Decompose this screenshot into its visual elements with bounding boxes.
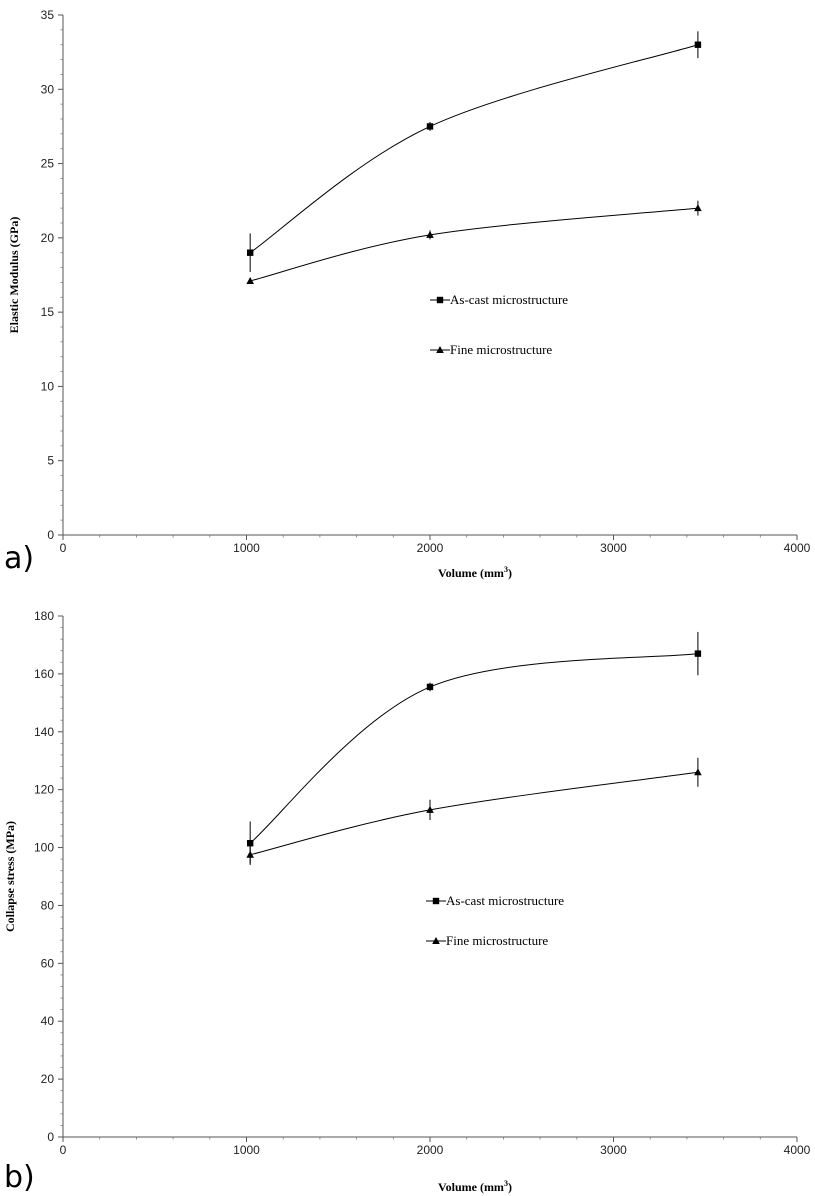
y-tick-label: 15 [41,305,55,319]
x-axis-title-close: ) [508,1180,512,1194]
x-tick-label: 2000 [417,1143,444,1157]
series-line [249,653,698,844]
y-tick-label: 140 [34,725,54,739]
y-tick-label: 160 [34,667,54,681]
x-axis-title-close: ) [508,566,512,580]
x-tick-label: 0 [60,541,67,555]
x-axis-title-main: Volume (mm [438,566,504,580]
y-tick-label: 120 [34,783,54,797]
y-tick-label: 0 [47,1130,54,1144]
series-fine: Fine microstructure [246,200,702,357]
data-point [694,41,702,48]
y-tick-label: 25 [41,157,55,171]
x-axis-title: Volume (mm3) [438,1179,512,1194]
y-tick-label: 30 [41,82,55,96]
y-tick-label: 20 [41,1072,55,1086]
x-tick-label: 4000 [784,1143,811,1157]
x-tick-label: 0 [60,1143,67,1157]
x-axis-title-superscript: 3 [504,1179,508,1188]
data-point [426,230,434,238]
x-axis-title-superscript: 3 [504,565,508,574]
x-tick-label: 4000 [784,541,811,555]
y-tick-label: 100 [34,841,54,855]
y-tick-label: 5 [47,454,54,468]
x-tick-label: 2000 [417,541,444,555]
y-tick-label: 35 [41,8,55,22]
series-as-cast: As-cast microstructure [246,631,702,908]
x-tick-label: 3000 [600,1143,627,1157]
chart-a: 0 5 10 15 20 25 30 35 0 1000 2000 3000 4000 Volume (m… [4,8,811,580]
series-line [249,44,699,254]
legend-label: Fine microstructure [450,342,552,357]
legend-marker [436,296,444,304]
data-point [246,276,254,284]
x-tick-label: 1000 [233,541,260,555]
y-tick-label: 20 [41,231,55,245]
legend-marker [432,937,440,944]
x-tick-label: 3000 [600,541,627,555]
legend-label: As-cast microstructure [450,292,568,307]
y-tick-label: 10 [41,379,55,393]
data-point [426,683,434,691]
series-line [250,771,698,856]
series-line [250,207,698,282]
data-point [426,805,434,813]
y-tick-label: 180 [34,609,54,623]
legend-marker [436,346,444,353]
panel-label: a) [4,541,34,576]
x-axis-title: Volume (mm3) [438,565,512,580]
data-point [246,249,254,256]
data-point [426,123,434,130]
y-tick-label: 60 [41,956,55,970]
legend-label: Fine microstructure [446,933,548,948]
series-fine: Fine microstructure [246,757,702,948]
legend-label: As-cast microstructure [446,893,564,908]
data-point [246,840,254,847]
data-point [694,768,702,776]
legend-marker [432,897,440,905]
x-axis-title-main: Volume (mm [438,1180,504,1194]
y-axis-title: Elastic Modulus (GPa) [7,217,21,334]
chart-b: 0 20 40 60 80 100 120 140 160 180 0 1000 2000 3000 400… [3,609,811,1195]
panel-label: b) [4,1160,35,1195]
data-point [694,650,702,657]
x-tick-label: 1000 [233,1143,260,1157]
y-tick-label: 80 [41,898,55,912]
y-tick-label: 40 [41,1014,55,1028]
series-as-cast: As-cast microstructure [246,31,702,307]
y-axis-title: Collapse stress (MPa) [3,821,17,932]
data-point [694,204,702,212]
y-tick-label: 0 [47,528,54,542]
data-point [246,850,254,858]
